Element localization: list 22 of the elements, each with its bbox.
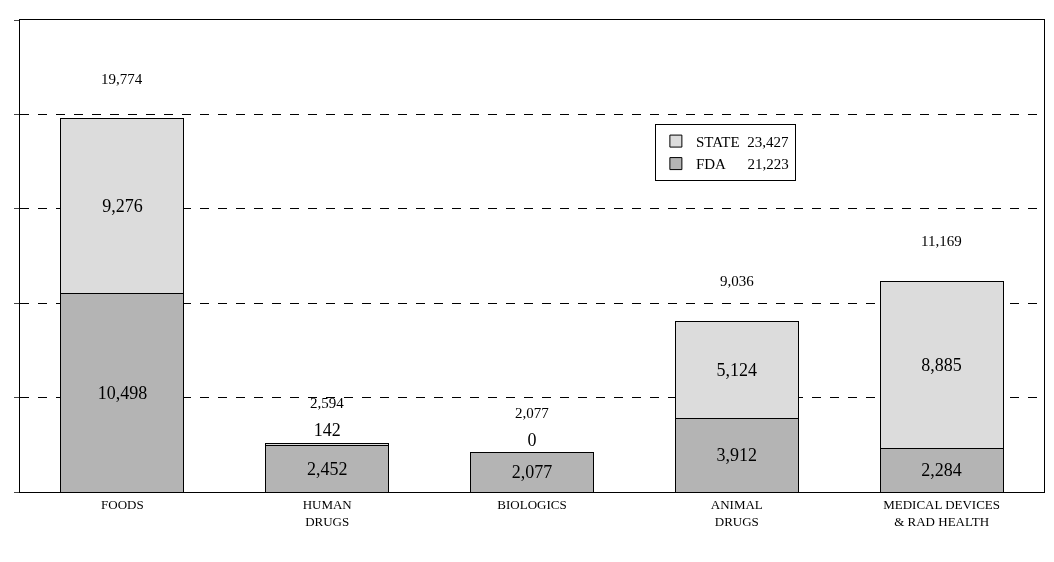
data-label: 10,498 — [97, 382, 148, 403]
total-label: 2,594 — [310, 395, 345, 411]
total-label: 2,077 — [515, 405, 550, 421]
data-label: 3,912 — [716, 445, 758, 466]
data-label: 9,276 — [102, 196, 143, 217]
x-tick-label: MEDICAL DEVICES & RAD HEALTH — [883, 496, 1001, 529]
data-label: 8,885 — [921, 355, 962, 376]
data-label: 2,452 — [306, 458, 348, 479]
x-tick-label: HUMAN DRUGS — [302, 496, 353, 529]
data-label: 2,284 — [921, 460, 962, 481]
x-tick-label: FOODS — [101, 496, 144, 512]
x-tick-label: BIOLOGICS — [497, 496, 567, 512]
data-label: 5,124 — [716, 359, 758, 380]
data-label: 142 — [313, 420, 341, 441]
total-label: 11,169 — [921, 233, 962, 249]
total-label: 19,774 — [101, 71, 143, 87]
data-label: 2,077 — [511, 462, 553, 483]
data-label: 0 — [527, 429, 537, 450]
legend-label: FDA 21,223 — [695, 156, 789, 173]
legend-label: STATE 23,427 — [695, 133, 789, 150]
total-label: 9,036 — [720, 273, 755, 289]
x-tick-label: ANIMAL DRUGS — [710, 496, 763, 529]
